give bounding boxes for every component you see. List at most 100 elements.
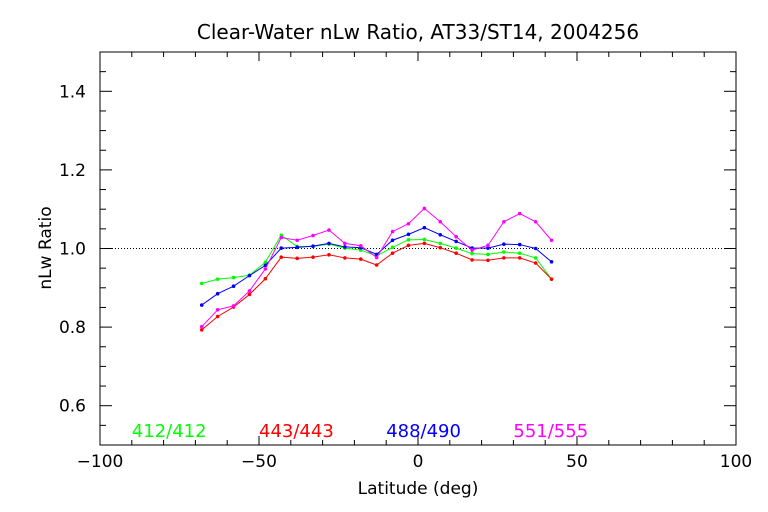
data-point: [263, 276, 268, 281]
data-point: [199, 328, 204, 332]
data-point: [247, 289, 252, 293]
data-point: [374, 255, 379, 260]
data-point: [533, 256, 538, 260]
data-point: [517, 251, 522, 256]
data-point: [199, 324, 204, 329]
axis-ticks: [99, 52, 737, 445]
data-point: [454, 234, 458, 239]
data-point: [406, 221, 411, 226]
data-point: [343, 256, 347, 260]
data-point: [438, 232, 443, 237]
data-point: [390, 245, 395, 250]
data-point: [406, 243, 411, 248]
data-point: [215, 308, 220, 312]
data-point: [358, 257, 363, 261]
legend: 412/412 443/443 488/490 551/555: [132, 421, 588, 442]
y-tick-label: 1.4: [59, 82, 86, 102]
y-tick-label: 0.6: [59, 397, 86, 417]
data-point: [374, 263, 379, 267]
data-point: [406, 232, 411, 237]
data-point: [231, 284, 236, 289]
data-point: [215, 314, 220, 319]
y-tick-label: 0.8: [59, 318, 86, 338]
data-point: [533, 219, 538, 224]
data-point: [279, 255, 284, 259]
data-point: [327, 228, 331, 232]
data-point: [343, 241, 347, 246]
data-point: [486, 252, 490, 257]
data-point: [486, 246, 490, 250]
data-point: [549, 238, 554, 243]
data-point: [517, 256, 522, 260]
data-point: [295, 245, 299, 250]
data-point: [390, 229, 395, 234]
x-tick-label: 50: [566, 452, 588, 472]
data-point: [533, 261, 538, 265]
data-point: [454, 251, 458, 256]
data-point: [533, 246, 538, 251]
data-point: [279, 235, 284, 240]
data-point: [502, 250, 506, 254]
data-point: [486, 243, 490, 248]
data-point: [231, 304, 236, 308]
data-point: [517, 242, 522, 247]
data-point: [502, 219, 506, 224]
data-point: [517, 211, 522, 216]
data-point: [263, 267, 268, 271]
data-point: [470, 258, 474, 262]
data-point: [311, 255, 315, 259]
data-point: [502, 256, 506, 260]
x-tick-label: −100: [77, 452, 124, 472]
x-tick-label: 0: [413, 452, 424, 472]
data-point: [263, 260, 268, 265]
data-point: [295, 238, 299, 243]
x-tick-label: 100: [720, 452, 752, 472]
y-tick-label: 1.0: [59, 240, 86, 260]
y-axis-label: nLw Ratio: [36, 206, 56, 289]
data-point: [406, 238, 411, 242]
data-point: [231, 275, 236, 280]
x-tick-label: −50: [241, 452, 277, 472]
axis-tick-labels: −100 −50 0 50 100 0.6 0.8 1.0 1.2 1.4: [59, 82, 752, 472]
data-point: [358, 243, 363, 248]
data-point: [311, 244, 315, 248]
data-point: [438, 245, 443, 250]
data-point: [215, 291, 220, 296]
y-tick-label: 1.2: [59, 161, 86, 181]
data-point: [422, 241, 427, 246]
data-point: [549, 277, 554, 281]
data-point: [549, 260, 554, 264]
data-point: [327, 252, 331, 257]
data-point: [438, 241, 443, 246]
legend-item: 488/490: [386, 421, 461, 442]
data-point: [454, 239, 458, 244]
data-point: [295, 256, 299, 261]
data-point: [279, 246, 284, 250]
data-point: [247, 292, 252, 297]
data-point: [422, 225, 427, 230]
chart-title: Clear-Water nLw Ratio, AT33/ST14, 200425…: [197, 20, 639, 44]
legend-item: 443/443: [259, 421, 334, 442]
series-line-4: [201, 207, 552, 328]
data-point: [199, 303, 204, 307]
data-point: [486, 258, 490, 263]
data-point: [343, 245, 347, 249]
data-point: [215, 277, 220, 281]
data-point: [422, 206, 427, 211]
data-point: [470, 251, 474, 256]
data-point: [247, 273, 252, 278]
data-point: [327, 241, 331, 246]
data-point: [422, 237, 427, 242]
data-point: [311, 233, 315, 238]
data-point: [470, 248, 474, 252]
data-point: [454, 246, 458, 250]
data-point: [390, 238, 395, 243]
legend-item: 412/412: [132, 421, 207, 442]
data-point: [502, 242, 506, 246]
x-axis-label: Latitude (deg): [358, 479, 479, 499]
legend-item: 551/555: [513, 421, 588, 442]
data-point: [438, 219, 443, 224]
data-point: [390, 251, 395, 256]
data-point: [199, 281, 204, 286]
